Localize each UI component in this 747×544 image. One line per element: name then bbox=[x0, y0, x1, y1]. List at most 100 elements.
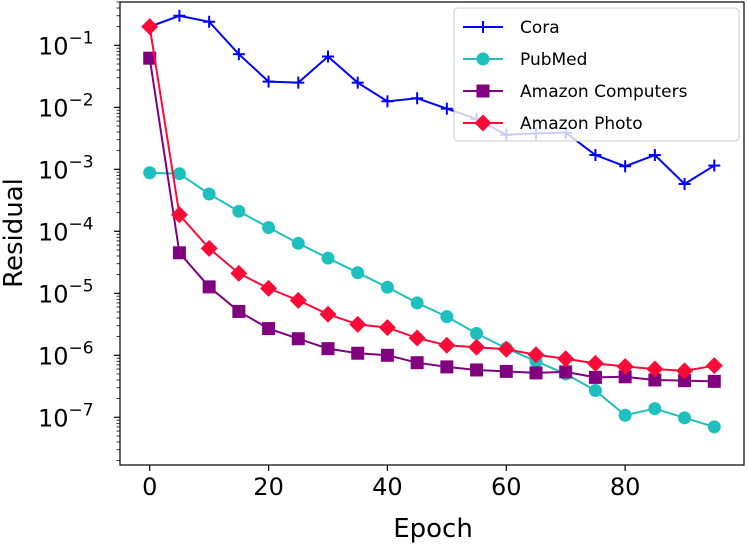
series-amazon-photo bbox=[141, 18, 723, 380]
legend-marker bbox=[476, 52, 490, 66]
data-point bbox=[586, 354, 604, 372]
data-point bbox=[289, 291, 307, 309]
data-point bbox=[141, 18, 159, 36]
data-point bbox=[351, 76, 364, 89]
legend-item: Amazon Photo bbox=[463, 114, 643, 134]
x-tick-label: 80 bbox=[610, 473, 641, 501]
y-tick-label: 10−1 bbox=[38, 28, 94, 60]
legend-label: Amazon Computers bbox=[520, 82, 688, 102]
data-point bbox=[291, 332, 305, 346]
data-point bbox=[351, 346, 365, 360]
data-point bbox=[349, 315, 367, 333]
data-point bbox=[470, 363, 484, 377]
data-point bbox=[440, 360, 454, 374]
y-tick-label: 10−5 bbox=[38, 276, 94, 308]
data-point bbox=[321, 251, 335, 265]
legend-marker bbox=[474, 114, 492, 132]
data-point bbox=[440, 310, 454, 324]
x-tick-label: 0 bbox=[142, 473, 157, 501]
legend-item: Amazon Computers bbox=[463, 82, 688, 102]
series-cora bbox=[143, 9, 721, 190]
data-point bbox=[232, 304, 246, 318]
data-point bbox=[170, 206, 188, 224]
series-pubmed bbox=[143, 166, 721, 434]
data-point bbox=[705, 357, 723, 375]
data-point bbox=[143, 166, 157, 180]
y-tick-label: 10−2 bbox=[38, 90, 94, 122]
data-point bbox=[260, 279, 278, 297]
data-point bbox=[380, 348, 394, 362]
data-point bbox=[618, 408, 632, 422]
series-layer bbox=[141, 9, 723, 434]
data-point bbox=[378, 319, 396, 337]
data-point bbox=[202, 280, 216, 294]
data-point bbox=[678, 411, 692, 425]
legend-label: PubMed bbox=[520, 50, 587, 70]
data-point bbox=[589, 149, 602, 162]
data-point bbox=[202, 187, 216, 201]
data-point bbox=[588, 384, 602, 398]
legend-marker bbox=[477, 21, 489, 33]
data-point bbox=[291, 236, 305, 250]
data-point bbox=[678, 177, 691, 190]
data-point bbox=[707, 420, 721, 434]
data-point bbox=[470, 326, 484, 340]
data-point bbox=[230, 264, 248, 282]
data-point bbox=[262, 221, 276, 235]
data-point bbox=[619, 160, 632, 173]
data-point bbox=[527, 346, 545, 364]
data-point bbox=[648, 373, 662, 387]
legend: Cora PubMed Amazon Computers Amazon Photo bbox=[453, 7, 740, 142]
plot-frame bbox=[119, 1, 745, 466]
data-point bbox=[646, 360, 664, 378]
data-point bbox=[411, 92, 424, 105]
data-point bbox=[529, 366, 543, 380]
x-tick-label: 40 bbox=[372, 473, 403, 501]
data-point bbox=[172, 246, 186, 260]
data-point bbox=[262, 75, 275, 88]
data-point bbox=[319, 305, 337, 323]
data-point bbox=[232, 204, 246, 218]
y-tick-label: 10−6 bbox=[38, 338, 94, 370]
data-point bbox=[203, 15, 216, 28]
data-point bbox=[410, 356, 424, 370]
data-point bbox=[200, 239, 218, 257]
data-point bbox=[588, 370, 602, 384]
data-point bbox=[322, 50, 334, 63]
data-point bbox=[678, 374, 692, 388]
data-point bbox=[616, 357, 634, 375]
data-point bbox=[262, 322, 276, 336]
data-point bbox=[351, 266, 365, 280]
series-amazon-computers bbox=[143, 51, 721, 388]
series-line bbox=[149, 14, 715, 186]
legend-label: Cora bbox=[520, 18, 560, 38]
legend-marker bbox=[476, 84, 490, 98]
x-tick-label: 20 bbox=[253, 473, 284, 501]
x-axis: 0 20 40 60 80 bbox=[142, 465, 640, 501]
data-point bbox=[648, 402, 662, 416]
data-point bbox=[499, 364, 513, 378]
y-axis: 10−1 10−2 10−3 10−4 10−5 10−6 10−7 bbox=[38, 1, 120, 462]
data-point bbox=[497, 340, 515, 358]
data-point bbox=[707, 374, 721, 388]
data-point bbox=[676, 362, 694, 380]
data-point bbox=[232, 48, 245, 61]
y-tick-label: 10−4 bbox=[38, 214, 94, 246]
data-point bbox=[143, 51, 157, 65]
data-point bbox=[292, 76, 305, 89]
legend-label: Amazon Photo bbox=[520, 114, 643, 134]
y-tick-label: 10−7 bbox=[38, 400, 94, 432]
legend-item: Cora bbox=[463, 18, 560, 38]
data-point bbox=[468, 338, 486, 356]
data-point bbox=[172, 167, 186, 181]
data-point bbox=[321, 342, 335, 356]
data-point bbox=[408, 329, 426, 347]
data-point bbox=[440, 102, 453, 115]
data-point bbox=[708, 159, 721, 172]
x-axis-label: Epoch bbox=[393, 514, 473, 544]
y-axis-label: Residual bbox=[0, 178, 29, 288]
data-point bbox=[381, 95, 394, 108]
data-point bbox=[410, 296, 424, 310]
data-point bbox=[557, 350, 575, 368]
